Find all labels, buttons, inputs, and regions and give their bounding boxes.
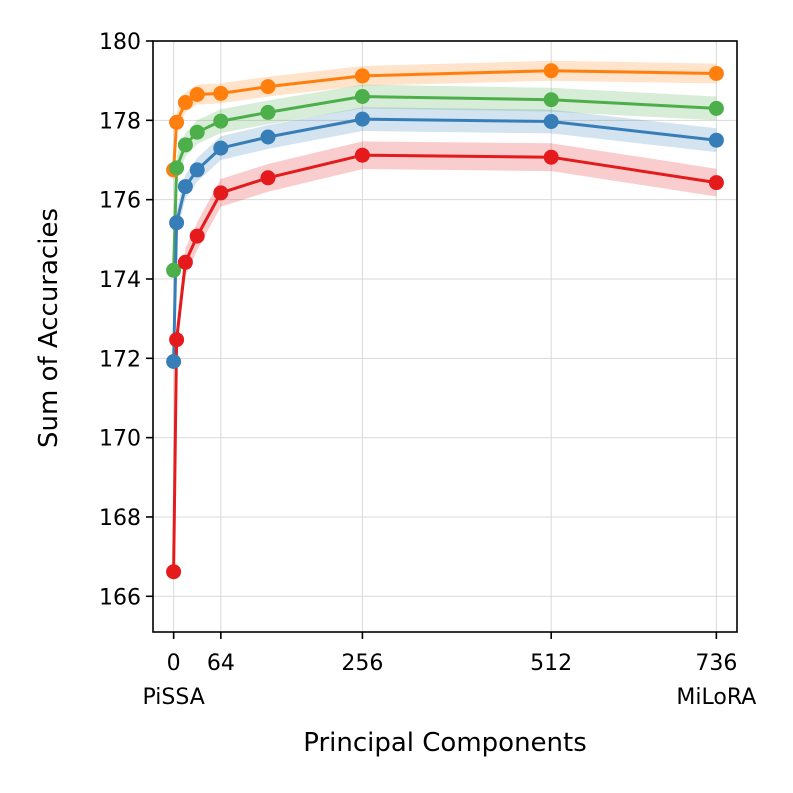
data-point-orange	[213, 85, 229, 101]
x-axis-title: Principal Components	[303, 728, 587, 758]
x-tick-label: 0	[167, 651, 181, 676]
data-point-orange	[543, 63, 559, 79]
x-tick-label: 64	[207, 651, 235, 676]
data-point-blue	[189, 162, 205, 178]
data-point-blue	[169, 215, 185, 231]
band-orange	[173, 60, 717, 180]
y-tick-label: 174	[99, 268, 141, 293]
x-tick-label: 256	[341, 651, 383, 676]
plot-frame	[152, 40, 738, 633]
data-point-orange	[169, 114, 185, 130]
x-tick-sublabel: PiSSA	[142, 685, 204, 710]
data-point-green	[169, 160, 185, 176]
y-tick-label: 166	[99, 585, 141, 610]
data-point-red	[189, 228, 205, 244]
y-tick-label: 172	[99, 347, 141, 372]
band-red	[173, 141, 717, 586]
data-point-orange	[708, 66, 724, 81]
data-point-green	[166, 262, 182, 278]
y-axis-title: Sum of Accuracies	[34, 208, 64, 448]
data-point-blue	[177, 179, 193, 195]
grid	[153, 40, 737, 632]
data-point-green	[189, 124, 205, 140]
x-tick-label: 512	[530, 651, 572, 676]
x-tick-label: 736	[695, 651, 737, 676]
data-point-red	[543, 149, 559, 165]
data-point-orange	[354, 68, 370, 84]
data-points	[166, 63, 724, 580]
x-tick-sublabel: MiLoRA	[676, 685, 756, 710]
data-point-red	[166, 564, 182, 580]
data-point-orange	[260, 79, 276, 95]
data-point-blue	[708, 132, 724, 148]
data-point-red	[177, 254, 193, 270]
data-point-blue	[354, 111, 370, 127]
data-point-green	[543, 92, 559, 108]
y-tick-label: 168	[99, 506, 141, 531]
y-tick-label: 176	[99, 189, 141, 214]
y-tick-label: 170	[99, 427, 141, 452]
data-point-red	[354, 147, 370, 163]
data-point-orange	[177, 95, 193, 110]
y-tick-label: 180	[99, 30, 141, 55]
data-point-red	[260, 170, 276, 186]
data-point-red	[169, 332, 185, 348]
data-point-green	[708, 100, 724, 116]
data-point-blue	[213, 140, 229, 156]
data-point-green	[177, 137, 193, 153]
data-point-red	[708, 175, 724, 191]
data-point-red	[213, 185, 229, 201]
series-line-red	[172, 153, 717, 572]
data-point-green	[213, 113, 229, 129]
data-point-green	[354, 89, 370, 104]
data-point-orange	[189, 87, 205, 102]
data-point-green	[260, 104, 276, 120]
data-point-blue	[260, 129, 276, 145]
data-point-blue	[543, 114, 559, 129]
data-point-blue	[166, 354, 182, 369]
y-tick-label: 178	[99, 109, 141, 134]
